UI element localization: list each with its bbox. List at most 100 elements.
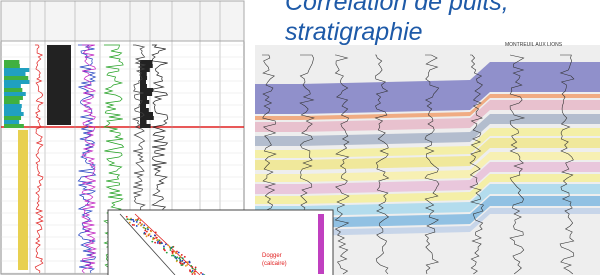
lith-block: [140, 60, 152, 64]
scatter-point: [126, 218, 128, 220]
scatter-point: [182, 263, 184, 265]
inset-label: (calcaire): [262, 261, 287, 267]
lith-block: [4, 80, 29, 84]
color-scale: [318, 214, 324, 274]
scatter-point: [166, 252, 168, 254]
scatter-point: [195, 266, 197, 268]
lith-block: [4, 96, 23, 100]
lith-block: [4, 84, 21, 88]
scatter-point: [185, 265, 187, 267]
scatter-point: [182, 260, 184, 262]
scatter-point: [156, 239, 158, 241]
lith-block: [140, 124, 151, 128]
scatter-point: [176, 260, 178, 262]
lith-block: [140, 104, 146, 108]
scatter-point: [178, 252, 180, 254]
scatter-point: [175, 252, 177, 254]
scatter-point: [143, 224, 145, 226]
lith-block: [4, 72, 25, 76]
lith-block: [4, 64, 20, 68]
scatter-point: [133, 220, 135, 222]
lith-block: [4, 120, 19, 124]
scatter-point: [148, 234, 150, 236]
lith-block: [4, 116, 21, 120]
scatter-point: [135, 219, 137, 221]
scatter-point: [154, 242, 156, 244]
scatter-point: [192, 270, 194, 272]
scatter-point: [165, 243, 167, 245]
scatter-point: [179, 261, 181, 263]
scatter-point: [126, 216, 128, 218]
scatter-point: [182, 258, 184, 260]
lith-block: [140, 96, 147, 100]
scatter-point: [155, 237, 157, 239]
title-line: stratigraphie: [285, 18, 423, 46]
scatter-point: [150, 235, 152, 237]
scatter-point: [136, 221, 138, 223]
scatter-point: [181, 254, 183, 256]
lith-block: [4, 92, 26, 96]
scatter-point: [185, 261, 187, 263]
scatter-point: [154, 234, 156, 236]
scatter-point: [137, 223, 139, 225]
scatter-point: [173, 255, 175, 257]
scatter-point: [171, 255, 173, 257]
lith-block: [4, 108, 21, 112]
scatter-point: [176, 256, 178, 258]
scatter-point: [155, 231, 157, 233]
scatter-point: [172, 246, 174, 248]
scatter-point: [195, 268, 197, 270]
lith-block: [4, 112, 24, 116]
scatter-point: [189, 261, 191, 263]
scatter-point: [200, 272, 202, 274]
lith-block: [4, 68, 29, 72]
scatter-point: [161, 242, 163, 244]
scatter-point: [183, 262, 185, 264]
scatter-point: [184, 256, 186, 258]
scatter-point: [151, 241, 153, 243]
lith-block: [140, 108, 149, 112]
scatter-point: [129, 222, 131, 224]
scatter-point: [190, 265, 192, 267]
scatter-point: [157, 242, 159, 244]
scatter-point: [189, 271, 191, 273]
lith-block: [18, 130, 28, 270]
scatter-point: [131, 219, 133, 221]
log-header: [1, 1, 244, 41]
lith-block: [4, 100, 20, 104]
scatter-point: [150, 231, 152, 233]
lith-block: [140, 120, 147, 124]
lith-block: [4, 104, 22, 108]
scatter-point: [176, 251, 178, 253]
scatter-point: [170, 249, 172, 251]
scatter-point: [144, 230, 146, 232]
scatter-point: [139, 222, 141, 224]
scatter-point: [143, 227, 145, 229]
inset-label: Dogger: [262, 253, 282, 259]
scatter-point: [187, 261, 189, 263]
scatter-point: [136, 225, 138, 227]
panel-label: MONTREUIL AUX LIONS: [505, 42, 563, 48]
scatter-point: [145, 233, 147, 235]
scatter-point: [137, 218, 139, 220]
lith-block: [140, 80, 146, 84]
scatter-point: [147, 229, 149, 231]
lith-block: [4, 124, 24, 128]
scatter-point: [179, 259, 181, 261]
scatter-point: [140, 225, 142, 227]
scatter-point: [159, 239, 161, 241]
scatter-point: [192, 268, 194, 270]
crossplot-inset: Dogger (calcaire): [108, 210, 333, 275]
scatter-point: [152, 238, 154, 240]
page: MONTREUIL AUX LIONS Dogger (calcaire) Co…: [0, 0, 600, 275]
lith-block: [4, 60, 19, 64]
scatter-point: [170, 247, 172, 249]
scatter-point: [146, 231, 148, 233]
scatter-point: [132, 224, 134, 226]
lith-block: [47, 45, 71, 125]
scatter-point: [141, 223, 143, 225]
lith-block: [140, 88, 153, 92]
scatter-point: [172, 251, 174, 253]
scatter-point: [139, 220, 141, 222]
scatter-point: [159, 241, 161, 243]
